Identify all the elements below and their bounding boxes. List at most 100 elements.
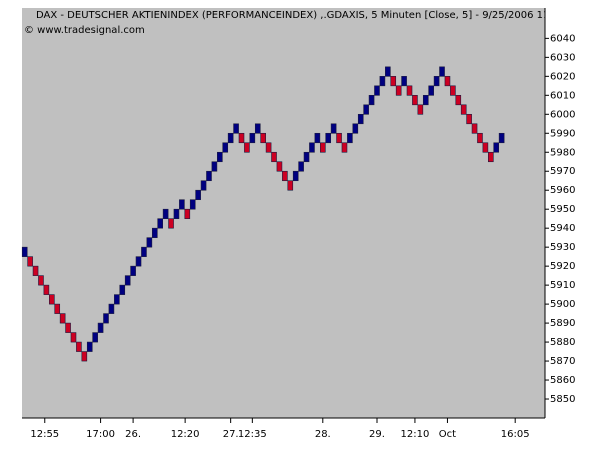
up-brick [493, 142, 500, 153]
y-tick-label: 5950 [550, 204, 575, 215]
y-tick-label: 5890 [550, 318, 575, 329]
up-brick [347, 132, 353, 144]
x-tick-label: 27. [223, 429, 239, 440]
y-tick-label: 5990 [550, 128, 575, 139]
up-brick [195, 189, 201, 201]
up-brick [292, 170, 299, 182]
down-brick [32, 265, 39, 276]
y-tick-label: 5960 [550, 185, 575, 196]
up-brick [401, 76, 407, 87]
up-brick [352, 123, 359, 134]
up-brick [233, 123, 239, 134]
y-tick-label: 6000 [550, 109, 575, 120]
down-brick [244, 142, 250, 153]
down-brick [395, 85, 402, 96]
chart-subtitle: © www.tradesignal.com [24, 25, 145, 36]
y-tick-label: 6040 [550, 33, 575, 44]
y-tick-label: 6010 [550, 90, 575, 101]
plot-area [22, 8, 545, 418]
up-brick [135, 256, 142, 267]
up-brick [146, 237, 153, 248]
down-brick [341, 142, 348, 153]
up-brick [179, 199, 185, 210]
up-brick [211, 161, 218, 172]
down-brick [455, 95, 462, 106]
up-brick [97, 322, 104, 333]
down-brick [76, 341, 82, 352]
y-tick-label: 5970 [550, 166, 575, 177]
up-brick [363, 104, 369, 115]
down-brick [38, 275, 44, 286]
up-brick [330, 123, 337, 134]
down-brick [282, 170, 288, 182]
down-brick [43, 284, 50, 295]
up-brick [141, 246, 147, 257]
down-brick [466, 113, 472, 125]
up-brick [162, 208, 169, 219]
up-brick [92, 332, 98, 343]
up-brick [206, 170, 212, 182]
down-brick [49, 294, 55, 305]
up-brick [189, 199, 196, 210]
up-brick [21, 246, 28, 257]
up-brick [86, 341, 93, 352]
x-tick-label: 26. [125, 429, 141, 440]
y-tick-label: 5870 [550, 356, 575, 367]
down-brick [336, 132, 342, 144]
up-brick [173, 208, 180, 219]
up-brick [303, 151, 310, 163]
down-brick [417, 104, 424, 115]
up-brick [124, 275, 131, 286]
up-brick [108, 303, 115, 314]
down-brick [412, 95, 418, 106]
y-tick-label: 5880 [550, 337, 575, 348]
up-brick [498, 132, 505, 144]
down-brick [260, 132, 266, 144]
x-tick-label: 28. [315, 429, 331, 440]
down-brick [450, 85, 456, 96]
down-brick [271, 151, 277, 163]
up-brick [325, 132, 332, 144]
down-brick [238, 132, 245, 144]
down-brick [184, 208, 191, 219]
down-brick [406, 85, 413, 96]
down-brick [287, 180, 294, 191]
x-tick-label: Oct [439, 429, 456, 440]
y-tick-label: 5860 [550, 375, 575, 386]
up-brick [222, 142, 229, 153]
up-brick [151, 227, 158, 238]
up-brick [157, 218, 163, 229]
up-brick [439, 66, 445, 77]
x-tick-label: 12:35 [238, 429, 267, 440]
up-brick [374, 85, 380, 96]
up-brick [217, 151, 223, 163]
up-brick [428, 85, 434, 96]
y-tick-label: 5930 [550, 242, 575, 253]
up-brick [114, 294, 120, 305]
chart-title: DAX - DEUTSCHER AKTIENINDEX (PERFORMANCE… [36, 10, 549, 21]
down-brick [27, 256, 33, 267]
up-brick [379, 76, 386, 87]
up-brick [103, 313, 109, 324]
down-brick [65, 322, 71, 333]
down-brick [390, 76, 397, 87]
y-tick-label: 6020 [550, 71, 575, 82]
x-tick-label: 12:10 [401, 429, 430, 440]
x-tick-label: 17:00 [86, 429, 115, 440]
up-brick [130, 265, 136, 276]
up-brick [357, 113, 364, 125]
up-brick [433, 76, 440, 87]
up-brick [368, 95, 375, 106]
down-brick [471, 123, 478, 134]
down-brick [460, 104, 467, 115]
y-tick-label: 5940 [550, 223, 575, 234]
down-brick [168, 218, 174, 229]
up-brick [119, 284, 126, 295]
y-tick-label: 5920 [550, 261, 575, 272]
down-brick [477, 132, 483, 144]
y-tick-label: 5850 [550, 394, 575, 405]
y-tick-label: 6030 [550, 52, 575, 63]
x-tick-label: 29. [369, 429, 385, 440]
down-brick [319, 142, 326, 153]
